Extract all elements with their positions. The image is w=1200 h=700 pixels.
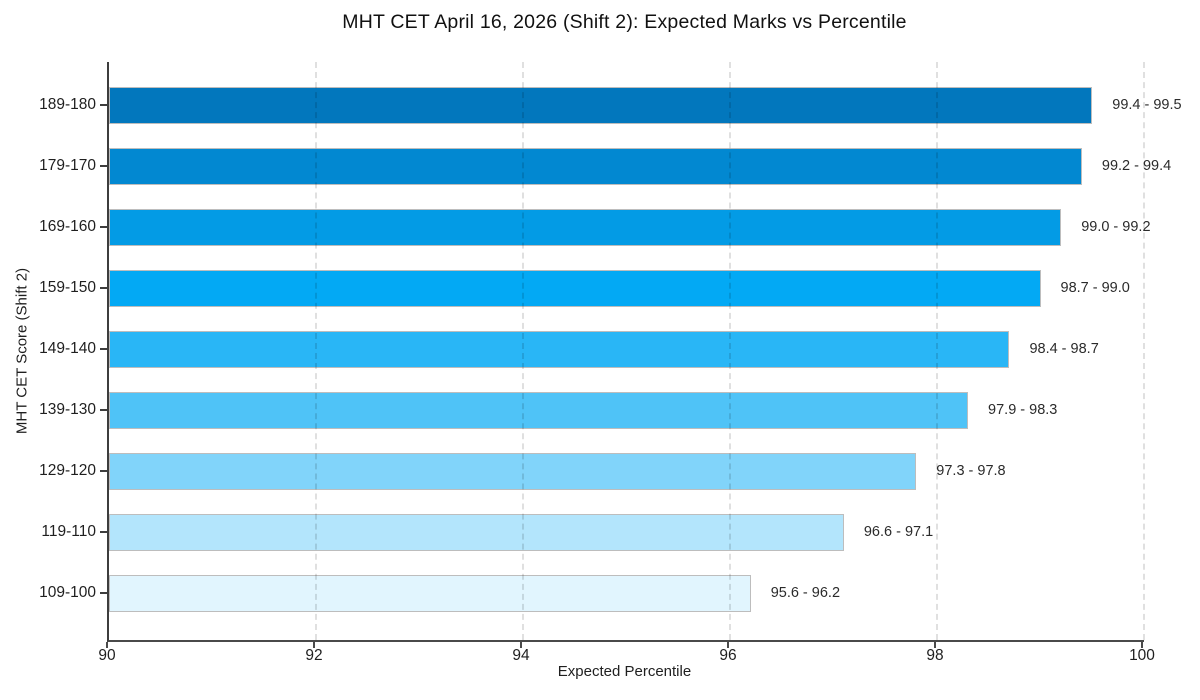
y-tick-label: 119-110 xyxy=(41,523,96,540)
x-tick-mark xyxy=(1141,642,1143,648)
plot-area: 99.4 - 99.5 99.2 - 99.4 99.0 - 99.2 98.7 - … xyxy=(107,62,1182,642)
y-tick-mark xyxy=(100,531,107,533)
x-tick-label: 100 xyxy=(1129,647,1155,664)
bar-value-label: 99.0 - 99.2 xyxy=(1081,219,1151,235)
bar-149-140 xyxy=(109,330,1010,368)
x-tick-label: 94 xyxy=(512,647,530,664)
x-tick-mark xyxy=(520,642,522,648)
x-tick-mark xyxy=(934,642,936,648)
chart-title: MHT CET April 16, 2026 (Shift 2): Expect… xyxy=(342,11,907,33)
bar-169-160 xyxy=(109,208,1062,246)
x-tick-label: 90 xyxy=(98,647,116,664)
x-tick-mark xyxy=(313,642,315,648)
y-tick-mark xyxy=(100,348,107,350)
x-tick-label: 92 xyxy=(305,647,323,664)
x-tick-mark xyxy=(106,642,108,648)
bar-value-label: 95.6 - 96.2 xyxy=(770,585,841,601)
y-tick-mark xyxy=(100,470,107,472)
y-tick-label: 129-120 xyxy=(39,462,96,479)
y-tick-label: 109-100 xyxy=(39,584,96,601)
bar-119-110 xyxy=(109,513,844,551)
y-tick-label: 159-150 xyxy=(39,279,96,296)
x-axis-title: Expected Percentile xyxy=(557,663,692,680)
bar-value-label: 98.7 - 99.0 xyxy=(1060,280,1130,296)
y-tick-mark xyxy=(100,104,107,106)
y-tick-label: 189-180 xyxy=(39,96,96,113)
bar-109-100 xyxy=(109,574,751,612)
bar-139-130 xyxy=(109,391,969,429)
bar-value-label: 97.9 - 98.3 xyxy=(988,402,1058,418)
gridline-x-100 xyxy=(1143,62,1145,640)
bar-189-180 xyxy=(109,86,1093,124)
y-tick-mark xyxy=(100,592,107,594)
bar-value-label: 96.6 - 97.1 xyxy=(863,524,934,540)
bar-value-label: 98.4 - 98.7 xyxy=(1029,341,1099,357)
y-tick-mark xyxy=(100,409,107,411)
y-tick-label: 179-170 xyxy=(39,157,96,174)
x-tick-mark xyxy=(727,642,729,648)
bar-179-170 xyxy=(109,147,1082,185)
bar-value-label: 99.4 - 99.5 xyxy=(1112,97,1182,113)
bar-159-150 xyxy=(109,269,1041,307)
bar-value-label: 99.2 - 99.4 xyxy=(1101,158,1172,174)
x-tick-label: 98 xyxy=(926,647,944,664)
y-tick-mark xyxy=(100,287,107,289)
y-tick-mark xyxy=(100,226,107,228)
y-tick-label: 139-130 xyxy=(39,401,96,418)
bar-value-label: 97.3 - 97.8 xyxy=(936,463,1006,479)
bar-129-120 xyxy=(109,452,917,490)
y-tick-label: 149-140 xyxy=(39,340,96,357)
y-tick-label: 169-160 xyxy=(39,218,96,235)
y-tick-mark xyxy=(100,165,107,167)
x-tick-label: 96 xyxy=(719,647,737,664)
